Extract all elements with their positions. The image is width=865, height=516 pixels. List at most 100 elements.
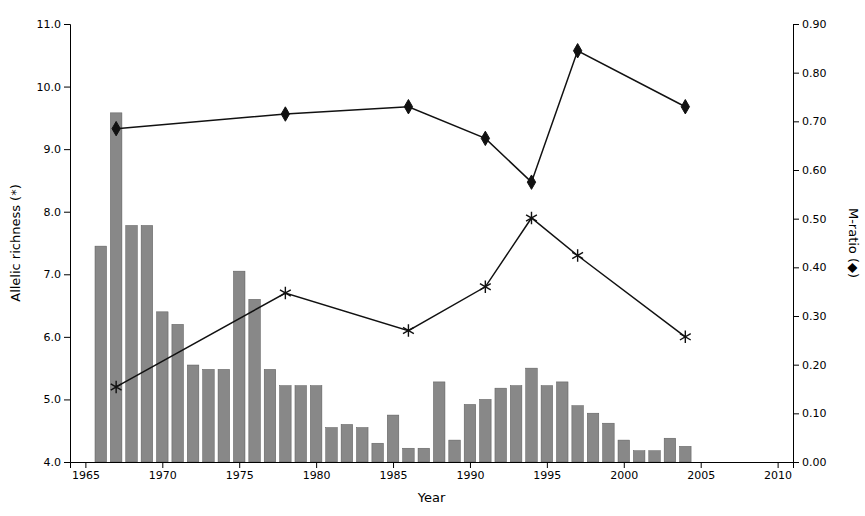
y2-axis-title: M-ratio (◆) [846, 208, 861, 278]
tick-mark [793, 24, 799, 25]
tick: 0.70 [793, 115, 827, 128]
tick-label: 4.0 [44, 456, 62, 469]
tick: 1965 [72, 462, 100, 482]
bar [310, 386, 322, 462]
tick-label: 1995 [533, 469, 561, 482]
tick-mark [64, 24, 70, 25]
tick: 0.60 [793, 164, 827, 177]
tick-mark [793, 267, 799, 268]
marker-diamond [281, 107, 289, 121]
bar [172, 324, 184, 462]
tick-mark [793, 121, 799, 122]
tick-label: 8.0 [44, 206, 62, 219]
axis-line [71, 463, 794, 469]
tick-label: 1970 [149, 469, 177, 482]
tick-mark [64, 274, 70, 275]
tick-label: 0.80 [802, 67, 827, 80]
tick-mark [64, 399, 70, 400]
tick: 0.10 [793, 407, 827, 420]
bar [372, 443, 384, 462]
bar [203, 369, 215, 462]
bar [218, 369, 230, 462]
bar [618, 440, 630, 462]
tick-mark [64, 212, 70, 213]
tick-mark [85, 462, 86, 468]
tick: 2000 [610, 462, 638, 482]
axis-line [794, 25, 800, 463]
bar [126, 225, 138, 462]
tick-label: 2010 [764, 469, 792, 482]
tick-mark [64, 337, 70, 338]
bar [541, 386, 553, 462]
tick-label: 9.0 [44, 143, 62, 156]
tick: 7.0 [44, 268, 71, 281]
tick: 1995 [533, 462, 561, 482]
tick: 10.0 [37, 81, 71, 94]
bar [464, 404, 476, 462]
tick: 0.20 [793, 359, 827, 372]
tick-mark [793, 413, 799, 414]
x-axis: 1965197019751980198519901995200020052010 [71, 462, 794, 482]
tick-label: 2000 [610, 469, 638, 482]
tick-label: 1975 [226, 469, 254, 482]
bar [110, 113, 122, 462]
tick: 5.0 [44, 393, 71, 406]
tick-label: 0.20 [802, 359, 827, 372]
bar [418, 448, 430, 462]
tick-label: 0.90 [802, 18, 827, 31]
marker-diamond [404, 100, 412, 114]
tick: 0.90 [793, 18, 827, 31]
y-axis-title: Allelic richness (*) [8, 184, 23, 302]
markers [111, 212, 691, 393]
tick: 9.0 [44, 143, 71, 156]
tick-mark [778, 462, 779, 468]
bar [403, 448, 415, 462]
line [116, 218, 685, 387]
tick-label: 10.0 [37, 81, 62, 94]
tick-label: 0.60 [802, 164, 827, 177]
bar [295, 386, 307, 462]
y2-axis: 0.000.100.200.300.400.500.600.700.800.90 [793, 18, 827, 469]
bar [280, 386, 292, 462]
bar [357, 428, 369, 462]
bar [95, 246, 107, 462]
tick: 6.0 [44, 331, 71, 344]
tick: 1990 [456, 462, 484, 482]
axis-line [64, 25, 71, 463]
bar [664, 438, 676, 462]
tick-label: 0.50 [802, 213, 827, 226]
bar [387, 415, 399, 462]
tick-mark [793, 219, 799, 220]
marker-diamond [112, 121, 120, 135]
marker-diamond [481, 131, 489, 145]
tick-label: 6.0 [44, 331, 62, 344]
bar [649, 451, 661, 462]
marker-asterisk [403, 324, 414, 337]
bar [510, 386, 522, 462]
bar [495, 388, 507, 462]
tick-label: 2005 [687, 469, 715, 482]
marker-asterisk [480, 281, 491, 294]
line [116, 51, 685, 182]
tick: 11.0 [37, 18, 71, 31]
tick-label: 0.30 [802, 310, 827, 323]
marker-diamond [681, 100, 689, 114]
bar [249, 299, 261, 462]
bar [587, 413, 599, 462]
tick-mark [162, 462, 163, 468]
marker-asterisk [111, 381, 122, 394]
tick: 0.80 [793, 67, 827, 80]
bar [556, 382, 568, 462]
bar [526, 368, 538, 462]
marker-asterisk [680, 331, 691, 344]
plot-area [95, 44, 691, 462]
tick: 2005 [687, 462, 715, 482]
marker-diamond [573, 44, 581, 58]
tick-label: 1980 [303, 469, 331, 482]
bar [572, 406, 584, 462]
tick: 0.40 [793, 261, 827, 274]
marker-asterisk [572, 249, 583, 262]
bar [449, 440, 461, 462]
chart-container: 1965197019751980198519901995200020052010… [0, 0, 865, 516]
tick-label: 1965 [72, 469, 100, 482]
